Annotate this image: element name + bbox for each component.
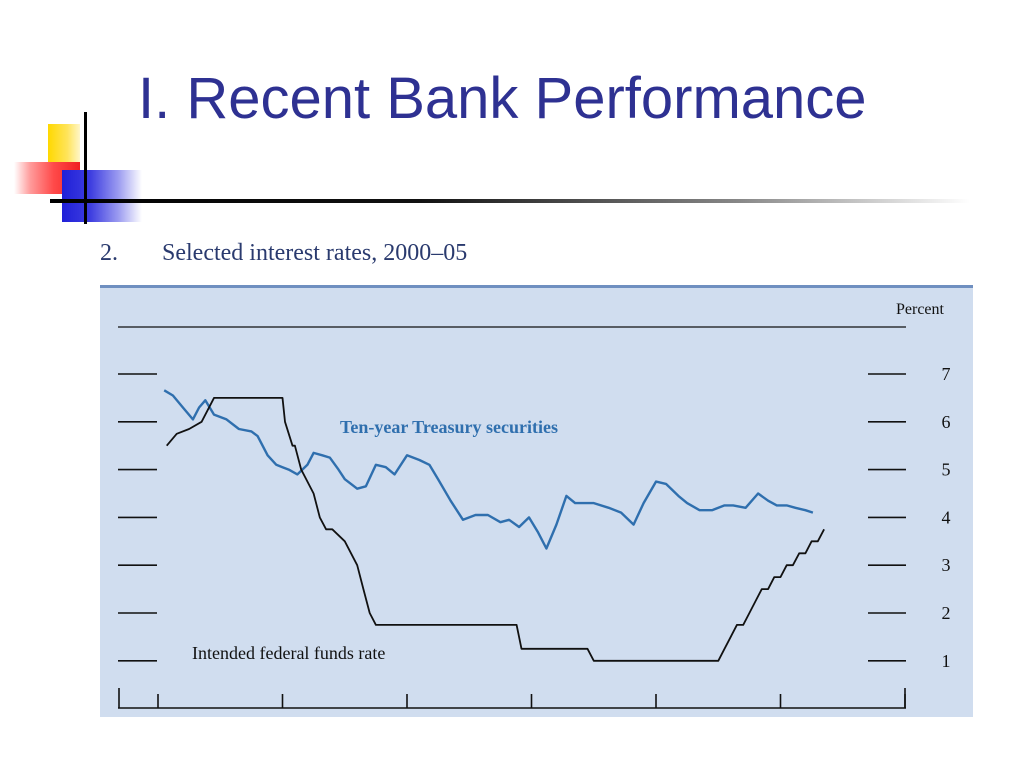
y-tick-label: 7 bbox=[942, 364, 951, 384]
fed-funds-series-line bbox=[166, 397, 825, 662]
decoration-vertical-rule bbox=[84, 112, 87, 224]
treasury-series-line bbox=[163, 389, 814, 550]
interest-rate-chart: Percent 1 2 3 4 5 6 7 Ten-year Treasury securiti… bbox=[118, 301, 951, 709]
y-tick-label: 2 bbox=[942, 603, 951, 623]
chart-panel: Percent 1 2 3 4 5 6 7 Ten-year Treasury securiti… bbox=[100, 285, 973, 717]
decoration-blue-square bbox=[62, 170, 142, 222]
title-underline bbox=[50, 199, 970, 203]
y-tick-label: 5 bbox=[942, 460, 951, 480]
y-tick-label: 1 bbox=[942, 651, 951, 671]
fed-funds-series-label: Intended federal funds rate bbox=[192, 643, 385, 663]
treasury-series-label: Ten-year Treasury securities bbox=[340, 417, 558, 437]
decoration-yellow-square bbox=[48, 124, 80, 166]
y-axis-label: Percent bbox=[896, 301, 945, 318]
figure-number: 2. bbox=[100, 240, 118, 266]
y-tick-label: 3 bbox=[942, 555, 951, 575]
y-tick-label: 4 bbox=[942, 507, 951, 527]
figure-caption-text: Selected interest rates, 2000–05 bbox=[162, 240, 468, 266]
slide-title: I. Recent Bank Performance bbox=[138, 66, 867, 131]
figure-caption: 2. Selected interest rates, 2000–05 bbox=[100, 240, 467, 267]
y-tick-label: 6 bbox=[942, 412, 951, 432]
